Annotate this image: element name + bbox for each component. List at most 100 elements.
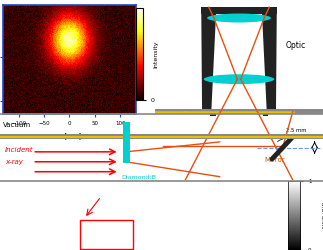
Bar (155, 109, 323, 114)
Bar (150, 240, 159, 246)
Bar (5, 188, 39, 192)
Bar (233, 222, 240, 230)
Bar (233, 193, 259, 196)
Bar (18, 196, 27, 207)
Bar (150, 229, 183, 232)
Bar (89, 188, 114, 192)
Y-axis label: arb. units: arb. units (320, 202, 323, 229)
Bar (233, 219, 259, 222)
Text: Vacuum: Vacuum (3, 122, 31, 128)
Bar (233, 232, 259, 234)
Bar (51, 200, 84, 230)
Bar (89, 193, 114, 196)
Text: Mirror: Mirror (264, 157, 285, 163)
Text: Optic: Optic (286, 40, 306, 50)
Bar (0, 134, 323, 140)
Bar (150, 232, 183, 235)
Bar (150, 196, 159, 207)
Bar (201, 7, 277, 14)
Bar (5, 193, 39, 197)
Bar (195, 200, 229, 230)
Bar (31, 196, 40, 207)
Bar (162, 220, 171, 230)
Polygon shape (201, 7, 216, 112)
Bar (17, 240, 26, 246)
Bar (89, 216, 114, 218)
Bar (5, 232, 39, 235)
Bar (150, 220, 159, 230)
Text: 45°: 45° (269, 134, 279, 139)
Bar (108, 198, 115, 207)
Bar (150, 188, 183, 192)
Polygon shape (262, 7, 277, 112)
Ellipse shape (204, 74, 274, 84)
Bar (5, 199, 39, 202)
Text: 2: 2 (148, 204, 154, 213)
Text: Incident: Incident (5, 147, 33, 153)
Text: 3: 3 (148, 226, 154, 235)
Bar (5, 216, 39, 219)
Bar (89, 232, 114, 234)
Bar (29, 220, 39, 230)
Text: Diamond:B: Diamond:B (121, 175, 156, 180)
Bar (243, 198, 250, 207)
Bar (233, 198, 259, 200)
Bar (233, 230, 259, 232)
Bar (242, 240, 249, 246)
Text: 3: 3 (99, 182, 106, 190)
Bar (233, 216, 259, 218)
Bar (106, 240, 113, 246)
Bar (233, 198, 240, 207)
Text: (d): (d) (147, 183, 160, 192)
Text: 4: 4 (166, 182, 172, 190)
Bar (5, 220, 15, 230)
Ellipse shape (207, 14, 271, 22)
Bar (253, 222, 260, 230)
Bar (233, 188, 259, 192)
Bar (80, 220, 133, 248)
Bar (89, 235, 114, 237)
Bar (89, 222, 96, 230)
Bar (89, 198, 114, 200)
Bar (5, 236, 39, 238)
Text: 3: 3 (4, 226, 10, 235)
Bar (123, 122, 130, 164)
Bar (5, 229, 39, 232)
Bar (243, 222, 250, 230)
Bar (253, 198, 260, 207)
X-axis label: x [μm]: x [μm] (58, 132, 81, 139)
Bar (233, 240, 240, 246)
Text: 2: 2 (22, 182, 28, 190)
Bar (175, 196, 184, 207)
Bar (161, 240, 170, 246)
Bar (17, 220, 27, 230)
Y-axis label: Intensity: Intensity (153, 40, 158, 68)
Bar (211, 112, 215, 116)
Bar (5, 220, 39, 223)
Bar (150, 199, 183, 202)
Bar (98, 198, 105, 207)
Bar (89, 219, 114, 222)
Bar (150, 193, 183, 197)
Bar (233, 212, 259, 214)
Bar (172, 240, 182, 246)
Bar (162, 196, 172, 207)
Text: 2.5 mm
aperture: 2.5 mm aperture (283, 128, 306, 138)
Bar (263, 112, 267, 116)
Bar (150, 216, 183, 219)
Bar (173, 220, 183, 230)
Bar (251, 240, 258, 246)
Bar (150, 220, 183, 223)
Bar (233, 235, 259, 237)
Bar (5, 211, 39, 214)
Bar (98, 222, 105, 230)
Bar (150, 211, 183, 214)
Bar (5, 240, 15, 246)
Bar (89, 240, 96, 246)
Text: 2: 2 (4, 204, 10, 213)
Text: 5: 5 (245, 182, 251, 190)
Bar (150, 236, 183, 238)
Bar (97, 240, 104, 246)
Bar (108, 222, 115, 230)
Bar (5, 196, 15, 207)
